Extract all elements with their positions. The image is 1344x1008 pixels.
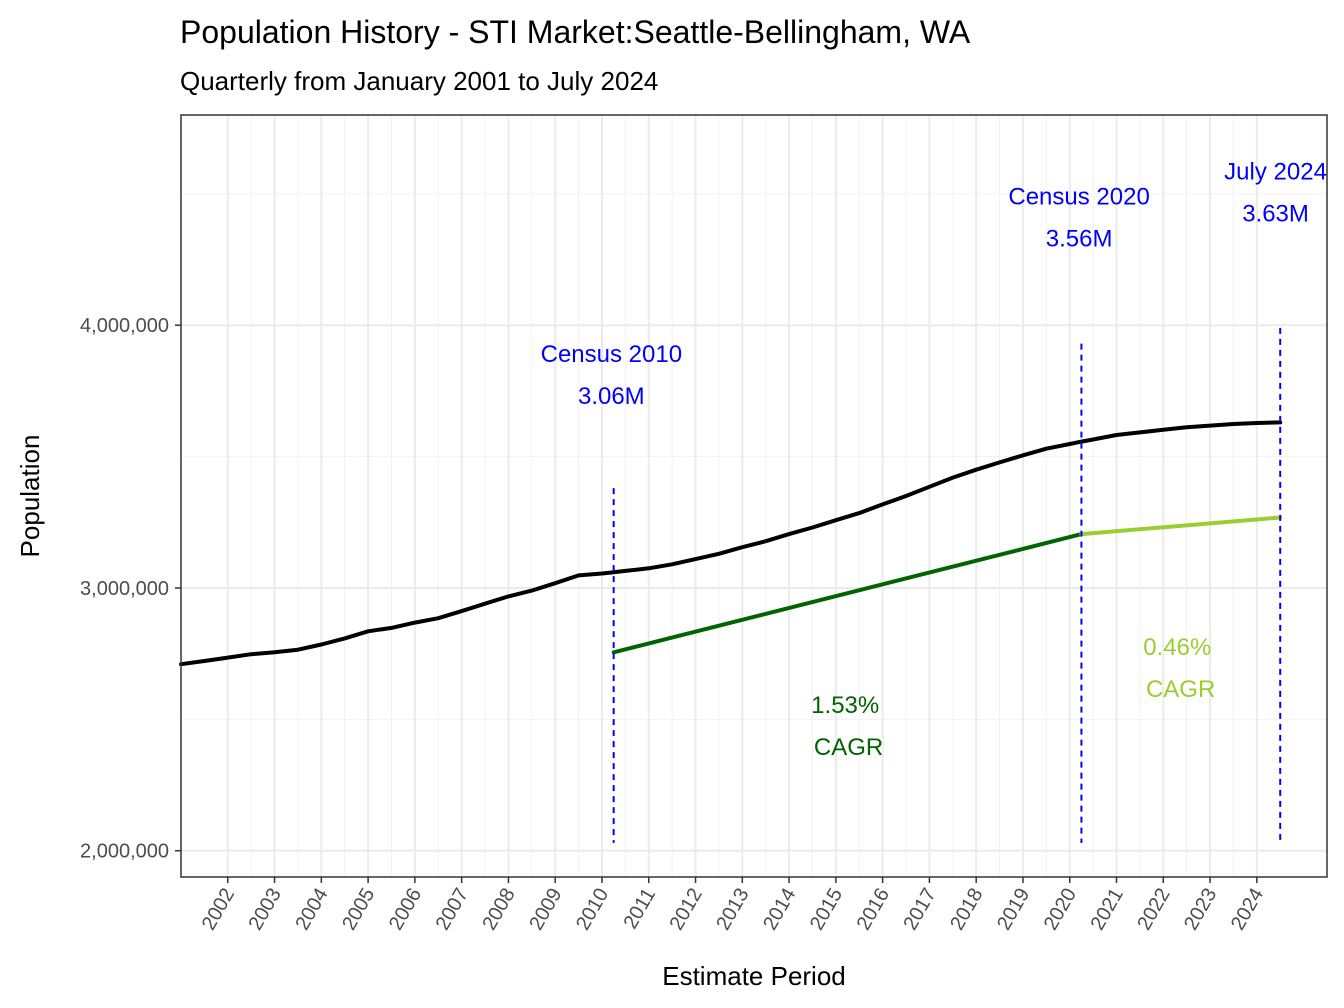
y-tick-label: 4,000,000 [80, 315, 169, 337]
annotation-3: 1.53% CAGR [807, 692, 883, 761]
series-line-2 [1079, 515, 1283, 537]
minor-gridlines [181, 115, 1327, 877]
annotation-1-line-0: Census 2020 [1008, 183, 1149, 210]
x-tick-label: 2008 [478, 885, 519, 935]
x-tick-label: 2023 [1180, 885, 1221, 935]
x-axis-title: Estimate Period [662, 961, 846, 991]
x-tick-label: 2016 [853, 885, 894, 935]
x-tick-label: 2007 [432, 885, 473, 935]
annotation-0: Census 2010 3.06M [541, 341, 682, 410]
x-tick-label: 2010 [572, 885, 613, 935]
x-tick-label: 2015 [806, 885, 847, 935]
x-tick-label: 2022 [1133, 885, 1174, 935]
x-axis: 2002 2003 2004 2005 2006 2007 2008 2009 2010 2011… [198, 877, 1268, 934]
annotation-2-line-0: July 2024 [1224, 158, 1327, 185]
chart-subtitle: Quarterly from January 2001 to July 2024 [180, 66, 658, 96]
x-tick-label: 2017 [899, 885, 940, 935]
annotation-4-line-1: CAGR [1139, 676, 1215, 703]
annotation-0-line-1: 3.06M [578, 383, 645, 410]
x-tick-label: 2006 [385, 885, 426, 935]
x-tick-label: 2011 [620, 885, 661, 933]
annotation-4-line-0: 0.46% [1143, 634, 1211, 661]
x-tick-label: 2024 [1227, 885, 1268, 935]
annotation-0-line-0: Census 2010 [541, 341, 682, 368]
chart-title: Population History - STI Market:Seattle-… [180, 14, 971, 50]
x-tick-label: 2005 [338, 885, 379, 935]
x-tick-label: 2019 [993, 885, 1034, 935]
annotation-3-line-0: 1.53% [811, 692, 879, 719]
y-axis: 2,000,000 3,000,000 4,000,000 [80, 315, 181, 863]
y-axis-title: Population [15, 435, 45, 558]
annotation-1: Census 2020 3.56M [1008, 183, 1149, 252]
annotations: Census 2010 3.06M Census 2020 3.56M July 202… [541, 158, 1327, 760]
x-tick-label: 2021 [1087, 885, 1128, 935]
reference-lines [612, 327, 1282, 843]
x-tick-label: 2014 [759, 885, 800, 935]
y-tick-label: 2,000,000 [80, 841, 169, 863]
annotation-1-line-1: 3.56M [1046, 225, 1113, 252]
series-line-1 [611, 532, 1084, 655]
x-tick-label: 2013 [712, 885, 753, 935]
annotation-3-line-1: CAGR [807, 734, 883, 761]
annotation-4: 0.46% CAGR [1139, 634, 1215, 703]
x-tick-label: 2012 [666, 885, 707, 935]
annotation-2-line-1: 3.63M [1242, 200, 1309, 227]
y-tick-label: 3,000,000 [80, 578, 169, 600]
x-tick-label: 2004 [291, 885, 332, 935]
series-layer [179, 420, 1283, 667]
x-tick-label: 2018 [946, 885, 987, 935]
series-line-0 [179, 420, 1283, 667]
x-tick-label: 2020 [1040, 885, 1081, 935]
plot-panel-border [180, 114, 1328, 878]
annotation-2: July 2024 3.63M [1224, 158, 1327, 227]
x-tick-label: 2002 [198, 885, 239, 935]
x-tick-label: 2009 [525, 885, 566, 935]
x-tick-label: 2003 [245, 885, 286, 935]
major-gridlines [181, 115, 1327, 877]
